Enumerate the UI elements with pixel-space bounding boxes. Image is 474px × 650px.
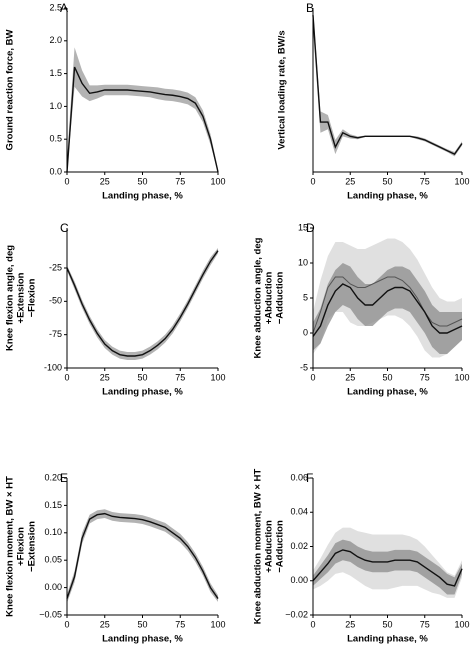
x-tick-label: 25 [345, 619, 355, 629]
y-tick-label: -5 [300, 362, 308, 372]
x-tick-label: 0 [64, 619, 69, 629]
x-tick-label: 75 [175, 372, 185, 382]
y-tick-label: 5 [303, 292, 308, 302]
band [67, 248, 218, 360]
band [313, 539, 462, 595]
x-tick-label: 100 [454, 619, 469, 629]
y-tick-label: 15 [298, 222, 308, 232]
x-axis-label: Landing phase, % [347, 191, 428, 202]
x-tick-label: 25 [100, 372, 110, 382]
y-tick-label: -50 [49, 296, 62, 306]
panel-letter: F [306, 471, 313, 485]
y-axis-label: −Adduction [275, 272, 286, 325]
series-line [66, 66, 219, 173]
x-tick-label: 0 [310, 176, 315, 186]
y-tick-label: 1.0 [49, 101, 62, 111]
y-tick-label: −0.02 [285, 609, 308, 619]
panel-letter: C [60, 221, 69, 235]
panel-letter: A [60, 1, 68, 15]
y-axis-label: +Abduction [264, 520, 275, 573]
x-axis-label: Landing phase, % [102, 634, 183, 645]
panel-letter: D [306, 221, 315, 235]
x-tick-label: 75 [175, 619, 185, 629]
y-tick-label: -25 [49, 262, 62, 272]
y-axis-label: Knee abduction angle, deg [253, 237, 264, 358]
x-axis-label: Landing phase, % [102, 191, 183, 202]
x-axis-label: Landing phase, % [347, 387, 428, 398]
y-tick-label: 0.02 [290, 541, 308, 551]
x-tick-label: 50 [137, 619, 147, 629]
y-axis-label: +Abduction [264, 272, 275, 325]
y-axis-label: +Extension [16, 272, 27, 323]
x-tick-label: 0 [64, 372, 69, 382]
x-tick-label: 100 [210, 619, 225, 629]
x-tick-label: 25 [100, 176, 110, 186]
x-axis-label: Landing phase, % [102, 387, 183, 398]
y-axis-label: Ground reaction force, BW [5, 30, 16, 151]
y-tick-label: −0.05 [39, 609, 62, 619]
y-tick-label: 10 [298, 257, 308, 267]
x-tick-label: 0 [310, 619, 315, 629]
x-tick-label: 75 [420, 176, 430, 186]
y-tick-label: -100 [44, 362, 62, 372]
y-axis-label: Knee abduction moment, BW × HT [253, 469, 264, 625]
x-tick-label: 25 [100, 619, 110, 629]
x-tick-label: 0 [310, 372, 315, 382]
y-axis-label: −Flexion [27, 278, 38, 317]
y-tick-label: 0.5 [49, 134, 62, 144]
band [313, 8, 462, 157]
y-tick-label: 2.0 [49, 35, 62, 45]
y-tick-label: 0.00 [44, 582, 62, 592]
x-tick-label: 50 [137, 372, 147, 382]
y-axis-label: −Extension [27, 521, 38, 572]
y-axis-label: +Flexion [16, 527, 27, 566]
y-tick-label: 1.5 [49, 68, 62, 78]
panel-letter: E [60, 471, 68, 485]
x-tick-label: 100 [210, 176, 225, 186]
x-tick-label: 100 [454, 372, 469, 382]
x-tick-label: 50 [137, 176, 147, 186]
y-axis-label: −Adduction [275, 520, 286, 573]
series-line [66, 512, 219, 599]
y-tick-label: 0.20 [44, 472, 62, 482]
band [313, 263, 462, 354]
x-tick-label: 75 [420, 619, 430, 629]
y-tick-label: 0.15 [44, 500, 62, 510]
y-tick-label: 0.04 [290, 507, 308, 517]
x-tick-label: 0 [64, 176, 69, 186]
panel-letter: B [306, 1, 314, 15]
x-tick-label: 100 [210, 372, 225, 382]
series-line [66, 250, 219, 357]
y-tick-label: 0.10 [44, 527, 62, 537]
y-tick-label: 0.06 [290, 472, 308, 482]
y-tick-label: 0.00 [290, 575, 308, 585]
series-line [312, 549, 463, 587]
x-tick-label: 25 [345, 372, 355, 382]
y-tick-label: -75 [49, 329, 62, 339]
x-axis-label: Landing phase, % [347, 634, 428, 645]
x-tick-label: 75 [175, 176, 185, 186]
x-tick-label: 50 [382, 372, 392, 382]
x-tick-label: 25 [345, 176, 355, 186]
x-tick-label: 50 [382, 176, 392, 186]
series-line [312, 276, 463, 334]
y-axis-label: Knee flexion moment, BW × HT [5, 476, 16, 617]
y-axis-label: Vertical loading rate, BW/s [277, 30, 288, 149]
x-tick-label: 100 [454, 176, 469, 186]
y-tick-label: 0.05 [44, 555, 62, 565]
series-line [312, 283, 463, 337]
x-tick-label: 75 [420, 372, 430, 382]
y-tick-label: 0 [303, 327, 308, 337]
y-tick-label: 0.0 [49, 166, 62, 176]
y-axis-label: Knee flexion angle, deg [5, 245, 16, 351]
y-tick-label: 2.5 [49, 2, 62, 12]
band [67, 509, 218, 603]
x-tick-label: 50 [382, 619, 392, 629]
band [67, 47, 218, 172]
series-line [312, 15, 463, 156]
